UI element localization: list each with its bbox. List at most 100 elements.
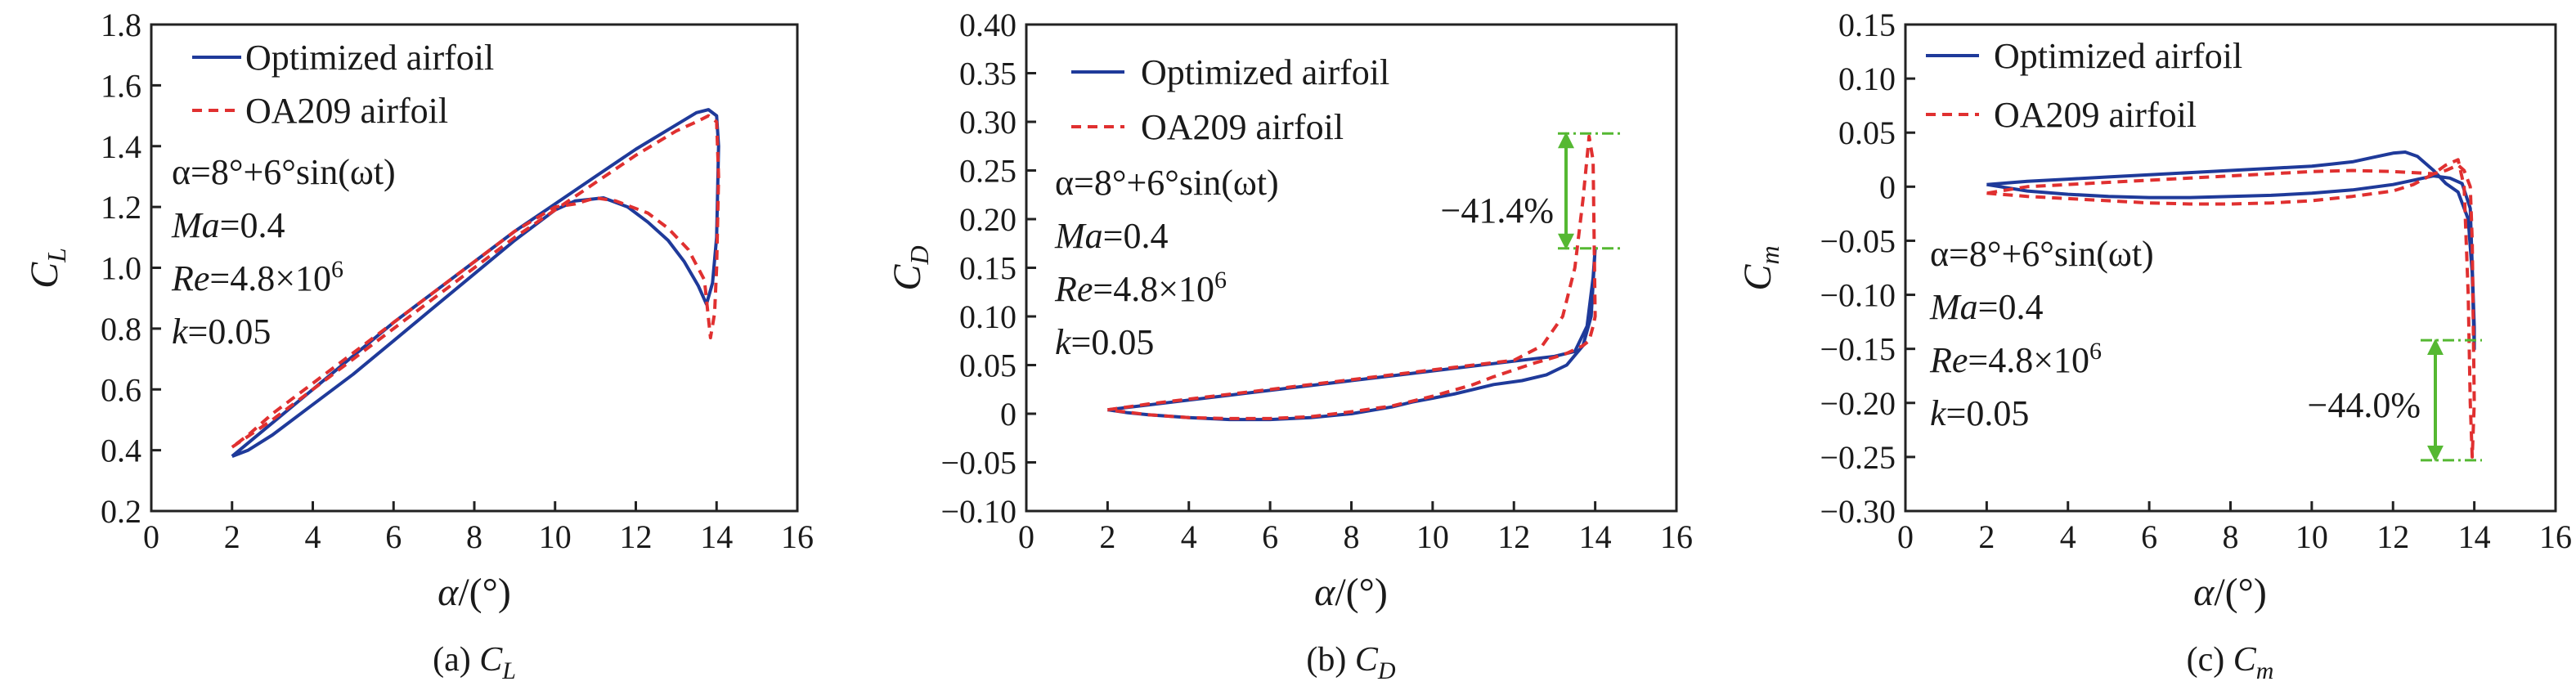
y-tick-label: 0.05: [959, 348, 1016, 384]
annotation-reynolds-symbol: Re: [171, 258, 209, 298]
y-axis-label-subscript: L: [42, 248, 71, 263]
y-tick-label: 0: [1000, 396, 1016, 433]
x-tick-label: 2: [224, 518, 240, 555]
x-tick-label: 0: [1018, 518, 1034, 555]
x-tick-label: 8: [2223, 518, 2239, 555]
annotation-reynolds-exponent: 6: [2089, 338, 2102, 365]
y-tick-label: −0.25: [1820, 439, 1896, 476]
panel-caption: (a) CL: [433, 641, 516, 684]
x-tick-label: 14: [2458, 518, 2491, 555]
x-tick-label: 14: [1579, 518, 1612, 555]
y-tick-label: 0.20: [959, 201, 1016, 238]
x-tick-label: 16: [1660, 518, 1693, 555]
x-axis-label-unit: /(°): [458, 571, 511, 614]
annotation-k-value: =0.05: [1071, 322, 1155, 362]
caption-symbol: C: [479, 641, 503, 679]
y-tick-label: 0.10: [959, 298, 1016, 335]
x-tick-label: 4: [305, 518, 321, 555]
y-tick-label: −0.20: [1820, 385, 1896, 422]
annotation-alpha-eq: α=8°+6°sin(ωt): [1930, 234, 2154, 274]
x-tick-label: 6: [385, 518, 402, 555]
annotation-mach: Ma=0.4: [171, 205, 285, 245]
legend-label-oa209: OA209 airfoil: [1141, 107, 1344, 147]
x-tick-label: 12: [2376, 518, 2409, 555]
x-axis-label-symbol: α: [438, 571, 459, 614]
legend-label-optimized: Optimized airfoil: [245, 38, 494, 78]
y-tick-label: 0.15: [1838, 7, 1896, 43]
y-tick-label: 0.40: [959, 7, 1016, 43]
panel-caption: (c) Cm: [2187, 641, 2274, 684]
y-axis-label: CD: [886, 245, 934, 290]
caption-symbol: C: [2233, 641, 2257, 679]
annotation-mach-value: =0.4: [1978, 287, 2044, 327]
x-tick-label: 10: [2296, 518, 2328, 555]
annotation-mach-symbol: Ma: [171, 205, 220, 245]
panel-cl: 0 2 4 6 8 10 12 14 16 0.2 0.4 0.6 0.8 1.0 1.2 1.4 1.6 1.8…: [23, 7, 814, 684]
annotation-reynolds-exponent: 6: [1214, 267, 1227, 294]
series-line-oa209: [1107, 134, 1597, 420]
annotation-k-value: =0.05: [1946, 393, 2030, 433]
y-axis-label: Cm: [1736, 245, 1784, 290]
y-tick-label: −0.05: [1820, 222, 1896, 259]
annotation-alpha-eq: α=8°+6°sin(ωt): [172, 152, 396, 192]
annotation-reynolds-symbol: Re: [1929, 340, 1968, 380]
x-tick-label: 0: [143, 518, 159, 555]
annotation-alpha-eq: α=8°+6°sin(ωt): [1055, 163, 1279, 203]
y-tick-label: 0.6: [101, 371, 141, 408]
reduction-label: −41.4%: [1441, 191, 1554, 231]
caption-subscript: L: [501, 657, 516, 684]
y-tick-label: 0.4: [101, 433, 141, 469]
legend: Optimized airfoil OA209 airfoil: [1926, 36, 2242, 135]
y-tick-label: 1.6: [101, 67, 141, 104]
annotation-reynolds: Re=4.8×106: [1929, 338, 2102, 380]
y-axis-label-symbol: C: [23, 262, 66, 289]
y-tick-label: −0.30: [1820, 493, 1896, 530]
x-tick-label: 10: [1416, 518, 1449, 555]
series-line-oa209: [1986, 158, 2476, 459]
series-line-optimized: [231, 108, 720, 458]
y-tick-label: 0.25: [959, 153, 1016, 190]
caption-prefix: (b): [1306, 641, 1346, 679]
annotation-reynolds-exponent: 6: [331, 256, 343, 283]
legend: Optimized airfoil OA209 airfoil: [192, 38, 494, 131]
panel-cd: 0 2 4 6 8 10 12 14 16−0.10−0.0500.050.100.150.20…: [886, 7, 1693, 684]
annotation-reynolds-mantissa: =4.8×10: [1968, 340, 2089, 380]
caption-prefix: (c): [2187, 641, 2225, 679]
condition-annotations: α=8°+6°sin(ωt) Ma=0.4 Re=4.8×106 k=0.05: [171, 152, 396, 352]
plot-frame: [1025, 23, 1678, 513]
x-tick-label: 12: [1497, 518, 1530, 555]
annotation-reynolds-mantissa: =4.8×10: [209, 258, 331, 298]
caption-subscript: m: [2256, 657, 2274, 684]
y-tick-label: 0.35: [959, 56, 1016, 92]
x-axis-label: α/(°): [1314, 571, 1388, 614]
annotation-mach: Ma=0.4: [1929, 287, 2043, 327]
caption-subscript: D: [1377, 657, 1396, 684]
x-tick-label: 4: [1181, 518, 1197, 555]
caption-prefix: (a): [433, 641, 471, 679]
annotation-reduced-frequency: k=0.05: [1055, 322, 1154, 362]
series-line-optimized: [1986, 150, 2476, 351]
y-tick-label: 0.30: [959, 104, 1016, 141]
annotation-mach-value: =0.4: [1103, 216, 1169, 256]
annotation-mach-symbol: Ma: [1929, 287, 1978, 327]
y-tick-label: 0.10: [1838, 61, 1896, 97]
x-axis-label-unit: /(°): [2214, 571, 2267, 614]
x-tick-label: 16: [2539, 518, 2572, 555]
y-tick-label: −0.10: [1820, 277, 1896, 314]
x-tick-label: 16: [781, 518, 814, 555]
legend-label-oa209: OA209 airfoil: [1994, 95, 2197, 135]
annotation-mach-symbol: Ma: [1054, 216, 1103, 256]
annotation-reynolds-mantissa: =4.8×10: [1093, 269, 1214, 309]
y-tick-label: 0.05: [1838, 114, 1896, 151]
annotation-reduced-frequency: k=0.05: [172, 312, 271, 352]
reduction-marker: −41.4%: [1441, 132, 1623, 250]
y-tick-label: 0.2: [101, 493, 141, 530]
panel-caption: (b) CD: [1306, 641, 1396, 684]
x-tick-label: 10: [539, 518, 572, 555]
x-axis-label-symbol: α: [1314, 571, 1335, 614]
x-axis-label: α/(°): [438, 571, 511, 614]
y-axis-label-symbol: C: [886, 264, 929, 291]
x-axis-label-unit: /(°): [1335, 571, 1388, 614]
y-axis-label: CL: [23, 248, 71, 289]
